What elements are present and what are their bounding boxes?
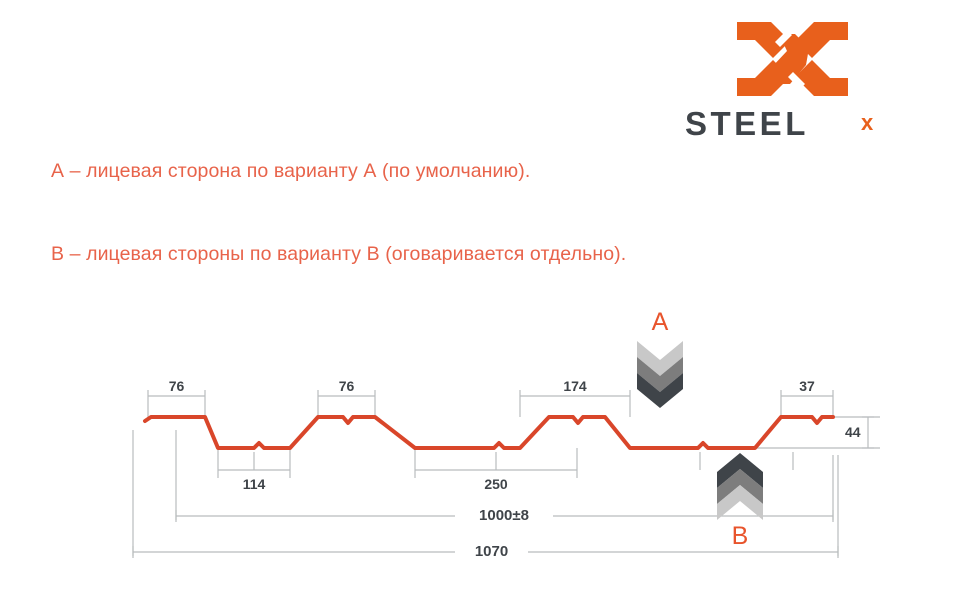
svg-text:STEEL: STEEL	[685, 105, 809, 142]
dimension-lines	[133, 395, 869, 553]
svg-text:x: x	[861, 110, 874, 135]
marker-a-chevrons	[637, 341, 683, 408]
brand-logo: STEEL x	[683, 20, 913, 145]
dimension-label-174: 174	[563, 378, 587, 394]
dimension-label-44: 44	[845, 424, 861, 440]
dimension-end-ticks	[132, 416, 874, 558]
caption-variant-b: В – лицевая стороны по варианту В (огова…	[51, 243, 627, 265]
dimension-label-37: 37	[799, 378, 815, 394]
dimension-label-1000: 1000±8	[479, 507, 529, 524]
dimension-label-114: 114	[242, 476, 266, 492]
dimension-label-250: 250	[484, 476, 508, 492]
extension-lines	[132, 390, 880, 556]
steelx-wordmark: STEEL x	[685, 105, 874, 142]
profile-cross-section-path	[143, 415, 835, 450]
caption-variant-a: А – лицевая сторона по варианту А (по ум…	[51, 160, 531, 182]
dimension-label-76-left: 76	[168, 378, 185, 394]
dimension-label-1070: 1070	[474, 543, 509, 560]
marker-letter-a: А	[651, 308, 669, 336]
steelx-x-mark-icon	[737, 22, 848, 96]
marker-letter-b: В	[731, 522, 749, 550]
dimension-label-76-mid: 76	[338, 378, 355, 394]
marker-b-chevrons	[717, 453, 763, 520]
